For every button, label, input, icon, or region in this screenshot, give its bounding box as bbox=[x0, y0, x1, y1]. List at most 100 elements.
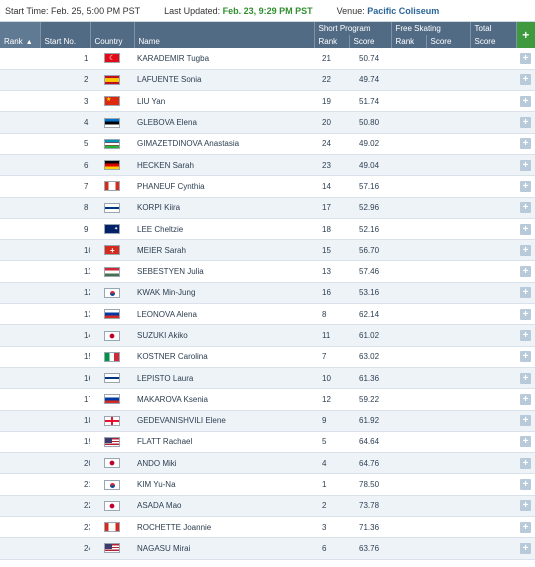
start-no-column-header[interactable]: Start No. bbox=[39, 22, 90, 48]
country-column-header[interactable]: Country bbox=[89, 22, 134, 48]
athlete-name[interactable]: FLATT Rachael bbox=[134, 431, 314, 454]
country-flag-icon: + bbox=[90, 239, 134, 262]
table-row[interactable]: 9 ✦ LEE Cheltzie 18 52.16 + bbox=[0, 218, 535, 241]
fs-rank-column-header[interactable]: Rank bbox=[390, 35, 426, 48]
athlete-name[interactable]: ANDO Miki bbox=[134, 452, 314, 475]
expand-row-button[interactable]: + bbox=[516, 111, 535, 134]
athlete-name[interactable]: LAFUENTE Sonia bbox=[134, 69, 314, 92]
athlete-name[interactable]: NAGASU Mirai bbox=[134, 537, 314, 560]
sp-score-cell: 78.50 bbox=[349, 473, 391, 496]
table-row[interactable]: 8 KORPI Kiira 17 52.96 + bbox=[0, 197, 535, 219]
athlete-name[interactable]: MAKAROVA Ksenia bbox=[134, 388, 314, 411]
start-no-cell: 10 bbox=[40, 239, 90, 262]
athlete-name[interactable]: GLEBOVA Elena bbox=[134, 111, 314, 134]
start-no-cell: 22 bbox=[40, 495, 90, 518]
athlete-name[interactable]: HECKEN Sarah bbox=[134, 154, 314, 177]
fs-score-column-header[interactable]: Score bbox=[425, 35, 471, 48]
expand-row-button[interactable]: + bbox=[516, 90, 535, 113]
rank-column-header[interactable]: Rank ▲ bbox=[0, 22, 40, 48]
expand-row-button[interactable]: + bbox=[516, 473, 535, 496]
expand-all-button[interactable]: + bbox=[515, 22, 535, 48]
table-row[interactable]: 7 PHANEUF Cynthia 14 57.16 + bbox=[0, 175, 535, 198]
expand-row-button[interactable]: + bbox=[516, 239, 535, 262]
total-score-column-header[interactable]: Score bbox=[469, 35, 517, 48]
fs-score-cell bbox=[426, 367, 471, 390]
table-row[interactable]: 1 ☾ KARADEMIR Tugba 21 50.74 + bbox=[0, 48, 535, 70]
expand-row-button[interactable]: + bbox=[516, 410, 535, 432]
athlete-name[interactable]: GIMAZETDINOVA Anastasia bbox=[134, 133, 314, 155]
athlete-name[interactable]: KARADEMIR Tugba bbox=[134, 48, 314, 70]
athlete-name[interactable]: KIM Yu-Na bbox=[134, 473, 314, 496]
athlete-name[interactable]: KORPI Kiira bbox=[134, 197, 314, 219]
expand-row-button[interactable]: + bbox=[516, 388, 535, 411]
start-no-cell: 20 bbox=[40, 452, 90, 475]
fs-score-cell bbox=[426, 324, 471, 347]
expand-row-button[interactable]: + bbox=[516, 495, 535, 518]
athlete-name[interactable]: ROCHETTE Joannie bbox=[134, 516, 314, 539]
expand-row-button[interactable]: + bbox=[516, 346, 535, 368]
expand-row-button[interactable]: + bbox=[516, 48, 535, 70]
sp-score-cell: 50.80 bbox=[349, 111, 391, 134]
start-no-cell: 7 bbox=[40, 175, 90, 198]
expand-row-button[interactable]: + bbox=[516, 260, 535, 283]
country-flag-icon: ☾ bbox=[90, 48, 134, 70]
expand-row-button[interactable]: + bbox=[516, 452, 535, 475]
table-row[interactable]: 6 HECKEN Sarah 23 49.04 + bbox=[0, 154, 535, 177]
expand-row-button[interactable]: + bbox=[516, 282, 535, 305]
table-row[interactable]: 4 GLEBOVA Elena 20 50.80 + bbox=[0, 111, 535, 134]
athlete-name[interactable]: LEONOVA Alena bbox=[134, 303, 314, 326]
expand-row-button[interactable]: + bbox=[516, 516, 535, 539]
expand-row-button[interactable]: + bbox=[516, 431, 535, 454]
sp-score-column-header[interactable]: Score bbox=[348, 35, 391, 48]
expand-row-button[interactable]: + bbox=[516, 175, 535, 198]
athlete-name[interactable]: LEE Cheltzie bbox=[134, 218, 314, 241]
expand-row-button[interactable]: + bbox=[516, 537, 535, 560]
athlete-name[interactable]: SEBESTYEN Julia bbox=[134, 260, 314, 283]
table-row[interactable]: 3 ★ LIU Yan 19 51.74 + bbox=[0, 90, 535, 113]
expand-row-button[interactable]: + bbox=[516, 197, 535, 219]
total-score-cell bbox=[470, 133, 517, 155]
athlete-name[interactable]: SUZUKI Akiko bbox=[134, 324, 314, 347]
expand-row-button[interactable]: + bbox=[516, 324, 535, 347]
fs-score-cell bbox=[426, 48, 471, 70]
fs-rank-cell bbox=[391, 388, 426, 411]
table-row[interactable]: 2 LAFUENTE Sonia 22 49.74 + bbox=[0, 69, 535, 92]
expand-row-button[interactable]: + bbox=[516, 154, 535, 177]
athlete-name[interactable]: KOSTNER Carolina bbox=[134, 346, 314, 368]
name-column-header[interactable]: Name bbox=[133, 22, 314, 48]
fs-score-cell bbox=[426, 133, 471, 155]
athlete-name[interactable]: LEPISTO Laura bbox=[134, 367, 314, 390]
athlete-name[interactable]: LIU Yan bbox=[134, 90, 314, 113]
athlete-name[interactable]: PHANEUF Cynthia bbox=[134, 175, 314, 198]
expand-row-button[interactable]: + bbox=[516, 303, 535, 326]
expand-row-button[interactable]: + bbox=[516, 69, 535, 92]
athlete-name[interactable]: KWAK Min-Jung bbox=[134, 282, 314, 305]
expand-row-button[interactable]: + bbox=[516, 367, 535, 390]
expand-row-button[interactable]: + bbox=[516, 133, 535, 155]
rank-cell bbox=[0, 154, 40, 177]
start-no-cell: 19 bbox=[40, 431, 90, 454]
table-row[interactable]: 5 GIMAZETDINOVA Anastasia 24 49.02 + bbox=[0, 133, 535, 155]
sp-rank-column-header[interactable]: Rank bbox=[313, 35, 349, 48]
rank-cell bbox=[0, 516, 40, 539]
athlete-name[interactable]: MEIER Sarah bbox=[134, 239, 314, 262]
fs-score-cell bbox=[426, 239, 471, 262]
expand-row-button[interactable]: + bbox=[516, 218, 535, 241]
athlete-name[interactable]: ASADA Mao bbox=[134, 495, 314, 518]
athlete-name[interactable]: GEDEVANISHVILI Elene bbox=[134, 410, 314, 432]
